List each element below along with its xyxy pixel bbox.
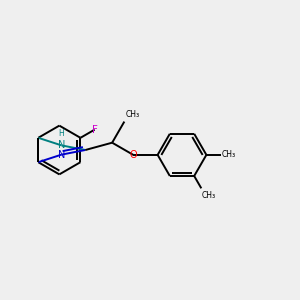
Text: F: F bbox=[92, 124, 98, 135]
Text: CH₃: CH₃ bbox=[202, 191, 216, 200]
Text: CH₃: CH₃ bbox=[126, 110, 140, 119]
Text: CH₃: CH₃ bbox=[222, 150, 236, 159]
Text: O: O bbox=[129, 150, 137, 160]
Text: H: H bbox=[58, 129, 64, 138]
Text: N: N bbox=[58, 140, 65, 150]
Text: N: N bbox=[58, 150, 65, 160]
